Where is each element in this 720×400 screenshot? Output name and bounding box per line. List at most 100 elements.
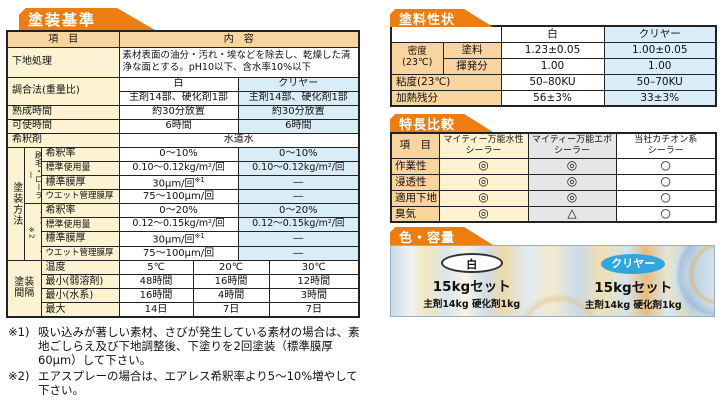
col-header-cation: 当社カチオン系 シーラー — [615, 132, 717, 159]
density-volatile-clear: 1.00 — [603, 57, 717, 75]
brush-dilution-white: 0〜10% — [118, 146, 239, 162]
footnote-text: エアスプレーの場合は、エアレス希釈率より5〜10%増やして下さい。 — [38, 369, 358, 398]
maturation-white: 約30分放置 — [118, 104, 239, 120]
row-label-viscosity: 粘度(23℃) — [390, 73, 502, 91]
footnote-marker: ※1) — [8, 325, 30, 339]
feature-comparison-tab-label: 特長比較 — [399, 117, 456, 133]
subcol-clear: クリヤー — [237, 76, 360, 92]
feature-comparison-table: 項 目 マイティー万能水性 シーラー マイティー万能エポ シーラー 当社カチオン… — [390, 132, 717, 223]
interval-cell: 16時間 — [118, 288, 194, 304]
rating-cell: ◎ — [527, 173, 617, 191]
interval-cell: 12時間 — [268, 274, 360, 290]
rating-cell: ○ — [615, 157, 717, 175]
footnote-2: ※2) エアスプレーの場合は、エアレス希釈率より5〜10%増やして下さい。 — [8, 369, 364, 397]
interval-cell: 14日 — [118, 302, 194, 318]
group-label-airless: エアレス※2 — [23, 203, 42, 262]
rating-cell: ◎ — [527, 157, 617, 175]
surface-prep-content: 素材表面の油分・汚れ・埃などを除去し、乾燥した清浄な面とする。pH10以下、含水… — [118, 46, 360, 78]
brush-wet-white: 75〜100μm/回 — [118, 189, 239, 205]
row-label-maturation: 熟成時間 — [6, 104, 120, 120]
interval-temp-1: 5℃ — [118, 260, 194, 276]
clear-set-size: 15kgセット — [594, 279, 673, 296]
interval-cell: 7日 — [192, 302, 270, 318]
airless-film-white: 30μm/回※1 — [118, 231, 239, 248]
row-label-min-water: 最小(水系) — [40, 288, 120, 304]
row-label-temperature: 温度 — [40, 260, 120, 276]
row-label: 希釈率 — [40, 146, 120, 162]
viscosity-clear: 50–70KU — [603, 73, 717, 91]
interval-cell: 4時間 — [192, 288, 270, 304]
rating-cell: ◎ — [438, 189, 529, 207]
row-label: 標準使用量 — [40, 160, 120, 176]
heating-residue-white: 56±3% — [500, 89, 605, 107]
row-label: 標準膜厚 — [40, 231, 120, 248]
airless-usage-white: 0.12〜0.15kg/m²/回 — [118, 217, 239, 233]
group-label-application: 塗装方法 — [6, 146, 25, 262]
rating-cell: △ — [527, 205, 617, 223]
empty-cell — [391, 26, 502, 43]
row-label-mixing: 調合法(重量比) — [6, 76, 120, 106]
brush-dilution-clear: 0〜10% — [237, 146, 360, 162]
row-label: 標準使用量 — [40, 217, 120, 233]
airless-wet-clear: ― — [237, 246, 360, 262]
airless-film-clear: ― — [237, 231, 360, 248]
interval-cell: 16時間 — [192, 274, 270, 290]
painting-standards-tab: 塗装基準 — [19, 8, 155, 30]
row-label-density: 密度 (23℃) — [390, 41, 444, 75]
footnote-ref: ※1 — [194, 232, 205, 241]
interval-cell: 48時間 — [118, 274, 194, 290]
col-header-mighty-epo: マイティー万能エポ シーラー — [527, 132, 617, 159]
product-white: 白 15kgセット 主剤14kg 硬化剤1kg — [423, 252, 520, 310]
color-capacity-tab-label: 色・容量 — [399, 230, 456, 246]
brush-usage-white: 0.10〜0.12kg/m²/回 — [118, 160, 239, 176]
row-label-permeability: 浸透性 — [390, 173, 440, 191]
clear-badge: クリヤー — [601, 253, 666, 274]
pot-life-clear: 6時間 — [237, 118, 360, 134]
airless-dilution-clear: 0〜20% — [237, 203, 360, 219]
footnote-1: ※1) 吸い込みが著しい素材、さびが発生している素材の場合は、素地ごしらえ及び下… — [8, 325, 364, 367]
interval-cell: 3時間 — [268, 288, 360, 304]
footnote-text: 吸い込みが著しい素材、さびが発生している素材の場合は、素地ごしらえ及び下地調整後… — [38, 325, 360, 368]
airless-wet-white: 75〜100μm/回 — [118, 246, 239, 262]
subcol-white: 白 — [118, 76, 239, 92]
row-label: ウエット管理膜厚 — [40, 189, 120, 205]
painting-standards-section: 塗装基準 項 目 内 容 下地処理 素材表面の油分・汚れ・埃などを除去し、乾燥し… — [6, 8, 361, 318]
row-label-paint: 塗料 — [442, 41, 502, 59]
rating-cell: ○ — [615, 205, 717, 223]
density-paint-white: 1.23±0.05 — [500, 41, 605, 59]
row-label: 標準膜厚 — [40, 174, 120, 191]
white-badge: 白 — [440, 252, 503, 273]
row-label-surface-prep: 下地処理 — [6, 46, 120, 78]
row-label-heating-residue: 加熱残分 — [390, 89, 502, 107]
row-label: 希釈率 — [40, 203, 120, 219]
interval-temp-3: 30℃ — [268, 260, 360, 276]
row-label-substrate: 適用下地 — [390, 189, 440, 207]
clear-set-detail: 主剤14kg 硬化剤1kg — [584, 299, 682, 311]
airless-usage-clear: 0.12〜0.15kg/m²/回 — [237, 217, 360, 233]
col-header-content: 内 容 — [118, 30, 360, 48]
footnote-marker: ※2) — [8, 369, 30, 384]
pot-life-white: 6時間 — [118, 118, 239, 134]
rating-cell: ◎ — [438, 157, 529, 175]
mixing-white-value: 主剤14部、硬化剤1部 — [118, 90, 239, 106]
rating-cell: ◎ — [527, 189, 617, 207]
white-set-size: 15kgセット — [432, 278, 511, 295]
brush-film-white: 30μm/回※1 — [118, 174, 239, 191]
thinner-value: 水道水 — [118, 132, 360, 148]
group-label-brush-roller: 刷毛・ローラー — [23, 146, 42, 205]
col-header-mighty-water: マイティー万能水性 シーラー — [438, 132, 529, 159]
row-label-min-solvent: 最小(弱溶剤) — [40, 274, 120, 290]
row-label-workability: 作業性 — [390, 157, 440, 175]
row-label-volatile: 揮発分 — [442, 57, 502, 75]
color-capacity-box: 白 15kgセット 主剤14kg 硬化剤1kg クリヤー 15kgセット 主剤1… — [390, 245, 715, 317]
maturation-clear: 約30分放置 — [237, 104, 360, 120]
product-clear: クリヤー 15kgセット 主剤14kg 硬化剤1kg — [585, 252, 682, 311]
feature-comparison-section: 特長比較 項 目 マイティー万能水性 シーラー マイティー万能エポ シーラー 当… — [390, 114, 717, 223]
col-header-item: 項 目 — [6, 30, 120, 48]
density-paint-clear: 1.00±0.05 — [603, 41, 717, 59]
interval-cell: 7日 — [268, 302, 360, 318]
rating-cell: ◎ — [438, 173, 529, 191]
heating-residue-clear: 33±3% — [603, 89, 717, 107]
color-capacity-section: 色・容量 白 15kgセット 主剤14kg 硬化剤1kg クリヤー 15kgセッ… — [390, 227, 715, 317]
